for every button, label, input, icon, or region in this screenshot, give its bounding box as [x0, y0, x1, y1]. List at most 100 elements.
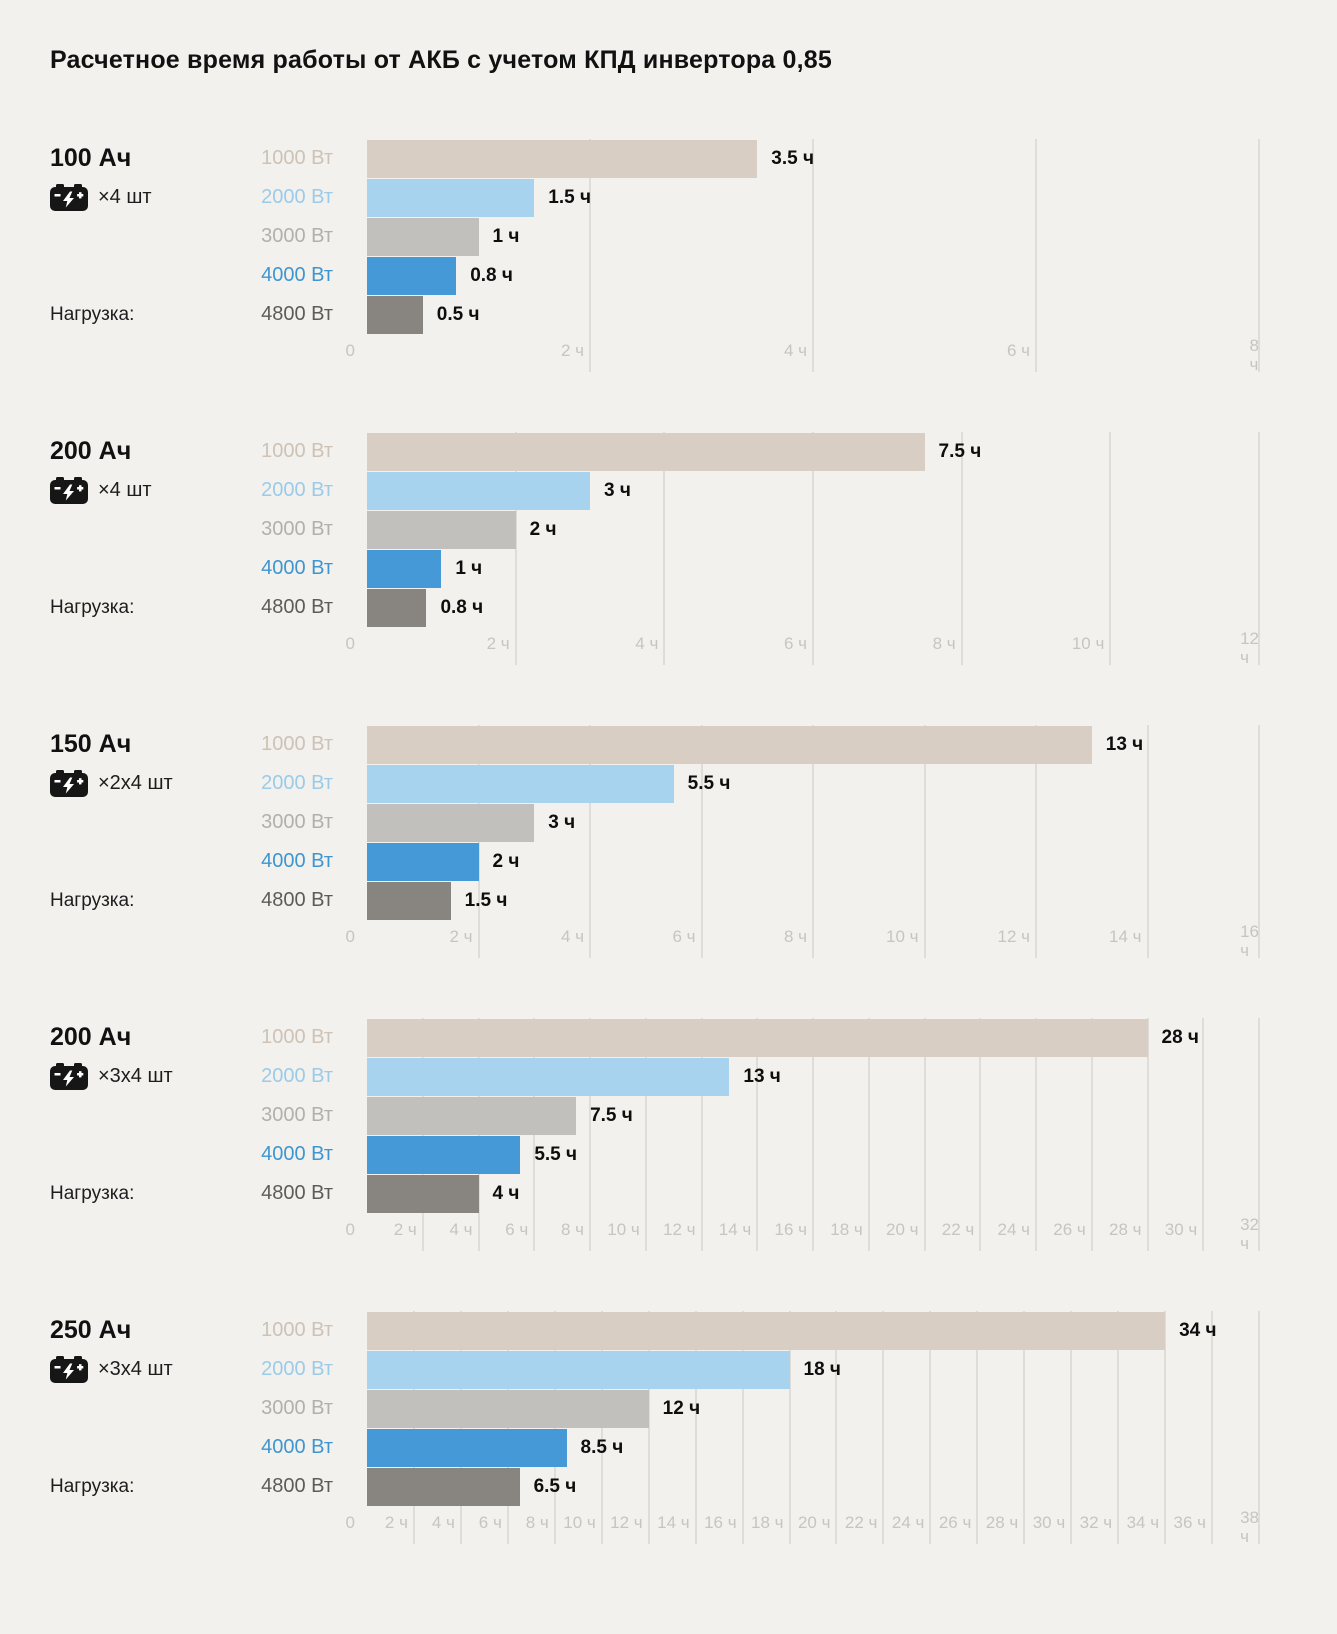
gridlines: [367, 1018, 1260, 1251]
bar-row: 3000 Вт 1 ч: [250, 217, 1259, 256]
bar: [367, 1135, 521, 1174]
gridlines: [367, 1311, 1260, 1544]
bar: [367, 1467, 520, 1506]
bar-rows: 1000 Вт 3.5 ч 2000 Вт 1.5 ч 3000 Вт 1 ч 4000 В…: [250, 139, 1259, 334]
bar-track: 13 ч: [367, 1057, 1259, 1096]
gridline: [929, 1311, 932, 1544]
axis-tick: 30 ч: [1164, 1220, 1198, 1239]
bar-track: 13 ч: [367, 725, 1259, 764]
power-label: 3000 Вт: [261, 811, 333, 833]
axis-tick: 8 ч: [783, 927, 807, 946]
axis-tick: 8 ч: [932, 634, 956, 653]
bar-track: 5.5 ч: [367, 764, 1259, 803]
bar-row: 4000 Вт 0.8 ч: [250, 256, 1259, 295]
bar: [367, 1018, 1148, 1057]
bar-row: 1000 Вт 13 ч: [250, 725, 1259, 764]
x-axis: 0 2 ч 4 ч 6 ч 8 ч 10 ч 12 ч 14 ч 16 ч 18 ч 20 ч 22 …: [346, 1213, 1259, 1255]
bar: [367, 1389, 649, 1428]
gridline: [647, 1311, 650, 1544]
power-label: 3000 Вт: [261, 225, 333, 247]
value-label: 12 ч: [662, 1397, 701, 1419]
value-label: 3 ч: [604, 479, 631, 501]
bar: [367, 471, 590, 510]
power-label: 4000 Вт: [261, 557, 333, 579]
bar-row: 2000 Вт 3 ч: [250, 471, 1259, 510]
value-label: 3.5 ч: [771, 147, 814, 169]
axis-tick-last: 32 ч: [1240, 1215, 1259, 1253]
bar-track: 7.5 ч: [367, 432, 1259, 471]
axis-tick: 18 ч: [830, 1220, 863, 1239]
bar-row: 4000 Вт 8.5 ч: [250, 1428, 1259, 1467]
load-label: Нагрузка:: [50, 596, 135, 618]
value-label: 8.5 ч: [580, 1436, 624, 1458]
bar: [367, 588, 427, 627]
power-label: 1000 Вт: [261, 733, 333, 755]
gridline: [812, 139, 814, 372]
axis-tick-last: 38 ч: [1240, 1508, 1259, 1546]
chart-group-info: 200 Ач ×4 шт Нагрузка:: [50, 432, 250, 669]
bar: [367, 1096, 577, 1135]
gridline: [1164, 1311, 1167, 1544]
gridline: [1202, 1018, 1205, 1251]
bar-track: 1 ч: [367, 549, 1259, 588]
chart-group-info: 150 Ач ×2x4 шт Нагрузка:: [50, 725, 250, 962]
bar-row: 4800 Вт 4 ч: [250, 1174, 1259, 1213]
gridline: [533, 1018, 536, 1251]
bar-row: 3000 Вт 2 ч: [250, 510, 1259, 549]
battery-icon: [50, 477, 88, 504]
bar-row: 1000 Вт 7.5 ч: [250, 432, 1259, 471]
axis-tick: 28 ч: [985, 1513, 1019, 1532]
power-label: 4800 Вт: [261, 596, 333, 618]
value-label: 3 ч: [548, 811, 576, 833]
battery-icon: [50, 1356, 88, 1383]
chart-section-3: 150 Ач ×2x4 шт Нагрузка: 1000 Вт 13 ч 2000…: [50, 725, 1260, 962]
load-label: Нагрузка:: [50, 1475, 135, 1497]
power-label: 2000 Вт: [261, 1358, 333, 1380]
gridline: [506, 1311, 509, 1544]
gridline: [421, 1018, 424, 1251]
value-label: 2 ч: [492, 850, 520, 872]
axis-tick: 6 ч: [478, 1513, 502, 1532]
value-label: 5.5 ч: [687, 772, 731, 794]
gridline: [700, 1018, 703, 1251]
axis-tick-zero: 0: [345, 634, 355, 653]
bar-rows: 1000 Вт 34 ч 2000 Вт 18 ч 3000 Вт 12 ч 4000 Вт…: [250, 1311, 1259, 1506]
x-axis: 0 2 ч 4 ч 6 ч 8 ч 10 ч 12 ч 14 ч 16 ч 18 ч 20 ч 22 …: [346, 1506, 1259, 1548]
gridline: [600, 1311, 603, 1544]
axis-tick: 14 ч: [657, 1513, 690, 1532]
axis-tick: 26 ч: [938, 1513, 972, 1532]
bar-row: 2000 Вт 1.5 ч: [250, 178, 1259, 217]
battery-icon: [50, 1063, 88, 1090]
load-label: Нагрузка:: [50, 889, 135, 911]
power-label: 4800 Вт: [261, 1182, 333, 1204]
bar: [367, 1311, 1166, 1350]
gridline: [589, 1018, 591, 1251]
power-label: 2000 Вт: [261, 479, 333, 501]
bar-row: 1000 Вт 3.5 ч: [250, 139, 1259, 178]
gridline: [756, 1018, 759, 1251]
bar-track: 0.8 ч: [367, 256, 1259, 295]
bar-track: 4 ч: [367, 1174, 1259, 1213]
power-label: 4000 Вт: [261, 264, 333, 286]
battery-count-line: ×3x4 шт: [50, 1063, 250, 1090]
bar-track: 2 ч: [367, 510, 1259, 549]
axis-tick: 6 ч: [783, 634, 807, 653]
gridline: [644, 1018, 647, 1251]
bar: [367, 725, 1092, 764]
axis-tick: 28 ч: [1109, 1220, 1142, 1239]
power-label: 4800 Вт: [261, 889, 333, 911]
power-label: 1000 Вт: [261, 440, 333, 462]
gridline: [459, 1311, 462, 1544]
battery-count-line: ×4 шт: [50, 477, 250, 504]
value-label: 0.8 ч: [440, 596, 484, 618]
bar-row: 4800 Вт 6.5 ч: [250, 1467, 1259, 1506]
bar-track: 3 ч: [367, 471, 1259, 510]
bar-row: 4000 Вт 2 ч: [250, 842, 1259, 881]
bar: [367, 1174, 479, 1213]
axis-tick: 16 ч: [774, 1220, 808, 1239]
bar: [367, 764, 674, 803]
bar: [367, 842, 479, 881]
axis-tick: 2 ч: [449, 927, 473, 946]
value-label: 0.8 ч: [470, 264, 513, 286]
